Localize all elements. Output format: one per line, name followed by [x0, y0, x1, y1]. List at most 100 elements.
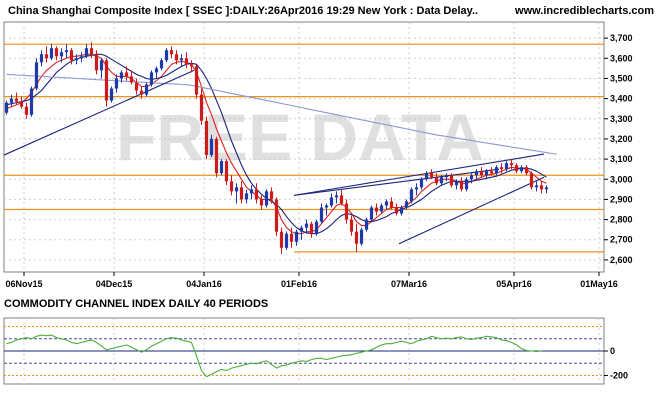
- candle: [164, 48, 169, 63]
- price-tick-label: 2,600: [610, 255, 633, 265]
- candle: [34, 58, 39, 91]
- candle-body: [99, 60, 104, 71]
- candle: [199, 88, 204, 125]
- candle-body: [324, 205, 329, 208]
- candle: [129, 70, 134, 85]
- candle: [79, 52, 84, 63]
- candle-body: [339, 195, 344, 204]
- candle-body: [409, 189, 414, 202]
- candle: [329, 193, 334, 208]
- candle-body: [59, 52, 64, 57]
- cci-axis: 0 -200: [604, 346, 628, 380]
- cci-title-bar: [0, 294, 660, 314]
- candle: [189, 60, 194, 73]
- candle-body: [424, 173, 429, 180]
- candle-body: [29, 88, 34, 115]
- candle-body: [139, 90, 144, 95]
- candle-body: [144, 84, 149, 95]
- candle: [334, 191, 339, 204]
- candle-body: [334, 195, 339, 198]
- candle-body: [209, 138, 214, 156]
- candle-body: [309, 223, 314, 234]
- candle-body: [459, 181, 464, 190]
- candle-body: [74, 58, 79, 61]
- candle-body: [244, 193, 249, 200]
- candle: [389, 197, 394, 210]
- candle: [379, 203, 384, 214]
- site-link[interactable]: www.incrediblecharts.com: [514, 5, 654, 17]
- candle: [434, 173, 439, 186]
- candle-body: [509, 163, 514, 166]
- date-tick-label: 07Mar16: [391, 279, 427, 289]
- candle: [294, 229, 299, 246]
- candle: [479, 167, 484, 178]
- candle-body: [34, 62, 39, 89]
- candle-body: [154, 68, 159, 73]
- candle-body: [234, 187, 239, 192]
- candle-body: [314, 221, 319, 234]
- candle-body: [249, 189, 254, 194]
- candle-body: [114, 78, 119, 89]
- candle: [439, 175, 444, 186]
- cci-panel: COMMODITY CHANNEL INDEX DAILY 40 PERIODS…: [0, 294, 660, 385]
- candle-body: [529, 173, 534, 188]
- cci-guide-lines: [4, 326, 604, 376]
- candle-body: [349, 219, 354, 232]
- candle: [59, 48, 64, 63]
- candle: [239, 181, 244, 204]
- candle-body: [454, 181, 459, 186]
- chart-title: China Shanghai Composite Index [ SSEC ]:…: [8, 5, 478, 17]
- candle: [44, 46, 49, 63]
- candle: [169, 46, 174, 59]
- candle-body: [544, 187, 549, 190]
- candle-body: [444, 175, 449, 178]
- candle-body: [44, 54, 49, 59]
- candle-body: [199, 94, 204, 121]
- candle-body: [184, 58, 189, 65]
- candle: [149, 70, 154, 87]
- candle-body: [414, 187, 419, 190]
- candle-body: [204, 120, 209, 156]
- candle-body: [469, 175, 474, 180]
- candle-body: [329, 197, 334, 206]
- candle-body: [19, 101, 24, 107]
- candle: [469, 173, 474, 184]
- candle-body: [504, 163, 509, 170]
- candle-body: [169, 50, 174, 55]
- date-tick-label: 05Apr16: [496, 279, 532, 289]
- candle-body: [129, 76, 134, 83]
- candle: [514, 163, 519, 174]
- candle-body: [9, 98, 14, 103]
- candle: [139, 86, 144, 99]
- candle-body: [524, 167, 529, 174]
- candle: [539, 181, 544, 194]
- candle: [194, 64, 199, 99]
- price-tick-label: 3,400: [610, 94, 633, 104]
- candle-body: [539, 185, 544, 190]
- candle-body: [189, 64, 194, 67]
- candle-body: [134, 82, 139, 91]
- candle-body: [379, 205, 384, 212]
- candle: [24, 102, 29, 119]
- candle-body: [289, 233, 294, 242]
- candle-body: [79, 56, 84, 59]
- price-tick-label: 3,700: [610, 33, 633, 43]
- candle-body: [269, 191, 274, 200]
- candle-body: [369, 207, 374, 220]
- candle: [484, 169, 489, 180]
- candle: [89, 42, 94, 59]
- price-panel: FREE DATA 2,600 2,700 2,800 2,900 3,000 3,100…: [3, 21, 633, 289]
- candle: [324, 203, 329, 216]
- candle: [369, 205, 374, 222]
- candle: [274, 197, 279, 236]
- candle: [204, 116, 209, 160]
- candle-body: [104, 60, 109, 101]
- candle-body: [294, 231, 299, 242]
- support-resistance-lines: [4, 43, 604, 253]
- candle: [499, 163, 504, 174]
- candle: [349, 215, 354, 236]
- candle: [219, 159, 224, 176]
- candle: [524, 165, 529, 176]
- candle-body: [494, 167, 499, 174]
